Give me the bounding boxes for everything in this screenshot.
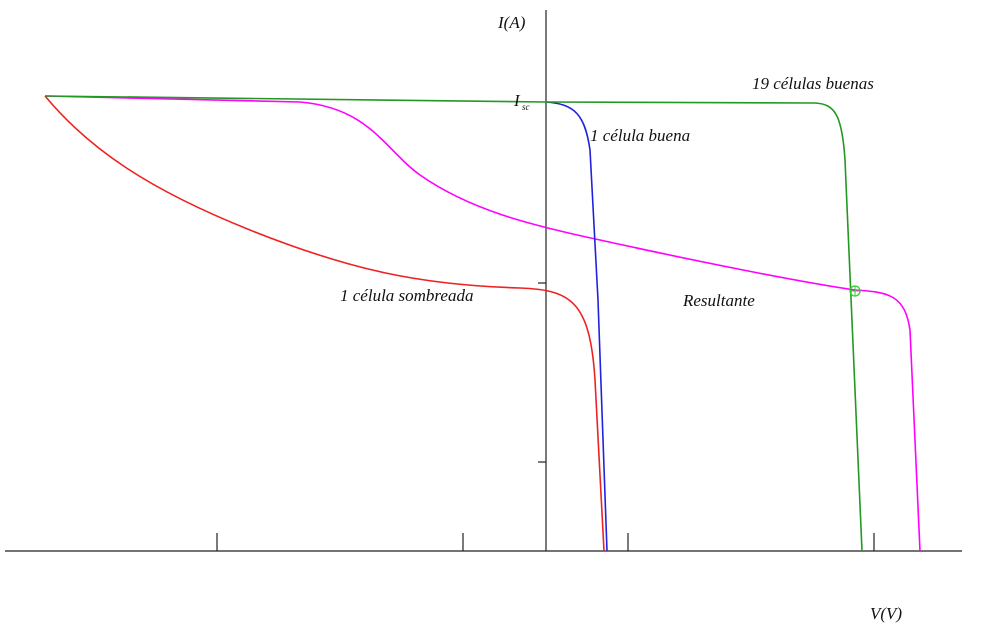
curve-label: 1 célula buena bbox=[590, 126, 690, 145]
isc-subscript: sc bbox=[522, 102, 530, 112]
curve-label: 19 células buenas bbox=[752, 74, 874, 93]
one-good-curve bbox=[545, 101, 608, 552]
x-axis-label: V(V) bbox=[870, 604, 902, 623]
isc-label: I bbox=[513, 91, 521, 110]
y-axis-label: I(A) bbox=[497, 13, 526, 32]
resultant-curve bbox=[44, 95, 921, 552]
curve-label: Resultante bbox=[682, 291, 755, 310]
shaded-curve bbox=[44, 95, 605, 552]
curve-label: 1 célula sombreada bbox=[340, 286, 473, 305]
ticks bbox=[216, 282, 875, 551]
good-cells-curve bbox=[44, 95, 863, 552]
